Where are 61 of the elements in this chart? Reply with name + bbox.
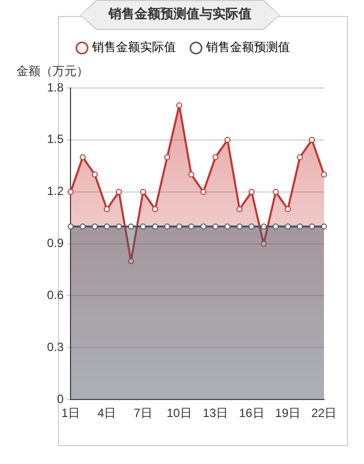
point [296, 223, 303, 230]
point [224, 136, 230, 143]
y-tick-label: 0.9 [46, 236, 64, 250]
point [272, 223, 279, 230]
x-tick-label: 13日 [202, 406, 228, 420]
point [321, 172, 327, 178]
point [80, 223, 86, 230]
y-axis-title: 金额（万元） [16, 64, 89, 78]
y-tick-label: 0.6 [46, 288, 64, 302]
point [152, 206, 158, 212]
point [224, 223, 230, 230]
y-tick-label: 1.2 [46, 184, 64, 198]
y-tick-label: 1.5 [46, 132, 64, 146]
point [164, 223, 170, 230]
x-tick-label: 4日 [98, 406, 116, 420]
point [116, 223, 122, 230]
point [272, 188, 279, 195]
point [236, 206, 243, 212]
point [236, 223, 243, 230]
point [188, 172, 194, 178]
point [200, 223, 206, 230]
point [248, 223, 255, 230]
legend-label: 销售金额实际值 [91, 40, 176, 54]
legend-label: 销售金额预测值 [205, 40, 290, 54]
point [176, 102, 182, 108]
point [321, 223, 327, 230]
x-tick-label: 7日 [134, 406, 152, 420]
point [92, 172, 98, 178]
point [140, 188, 146, 195]
point [176, 223, 182, 230]
point [80, 154, 86, 160]
point [128, 258, 134, 264]
x-tick-label: 10日 [166, 406, 192, 420]
point [140, 223, 146, 230]
point [212, 154, 218, 160]
x-tick-label: 16日 [238, 406, 264, 420]
point [164, 154, 170, 160]
point [248, 188, 255, 195]
point [128, 223, 134, 230]
point [308, 136, 315, 143]
point [68, 223, 74, 230]
point [284, 206, 291, 212]
y-tick-label: 0.3 [46, 340, 64, 354]
point [92, 223, 98, 230]
y-tick-label: 0 [56, 392, 64, 406]
point [104, 206, 110, 212]
y-tick-label: 1.8 [46, 80, 64, 94]
point [200, 188, 206, 195]
point [296, 154, 303, 160]
point [284, 223, 291, 230]
point [260, 240, 267, 247]
point [212, 223, 218, 230]
x-tick-label: 1日 [61, 406, 80, 420]
x-tick-label: 19日 [275, 406, 300, 420]
point [188, 223, 194, 230]
x-tick-label: 22日 [311, 406, 337, 420]
point [260, 223, 267, 230]
point [116, 188, 122, 195]
point [308, 223, 315, 230]
point [104, 223, 110, 230]
point [152, 223, 158, 230]
